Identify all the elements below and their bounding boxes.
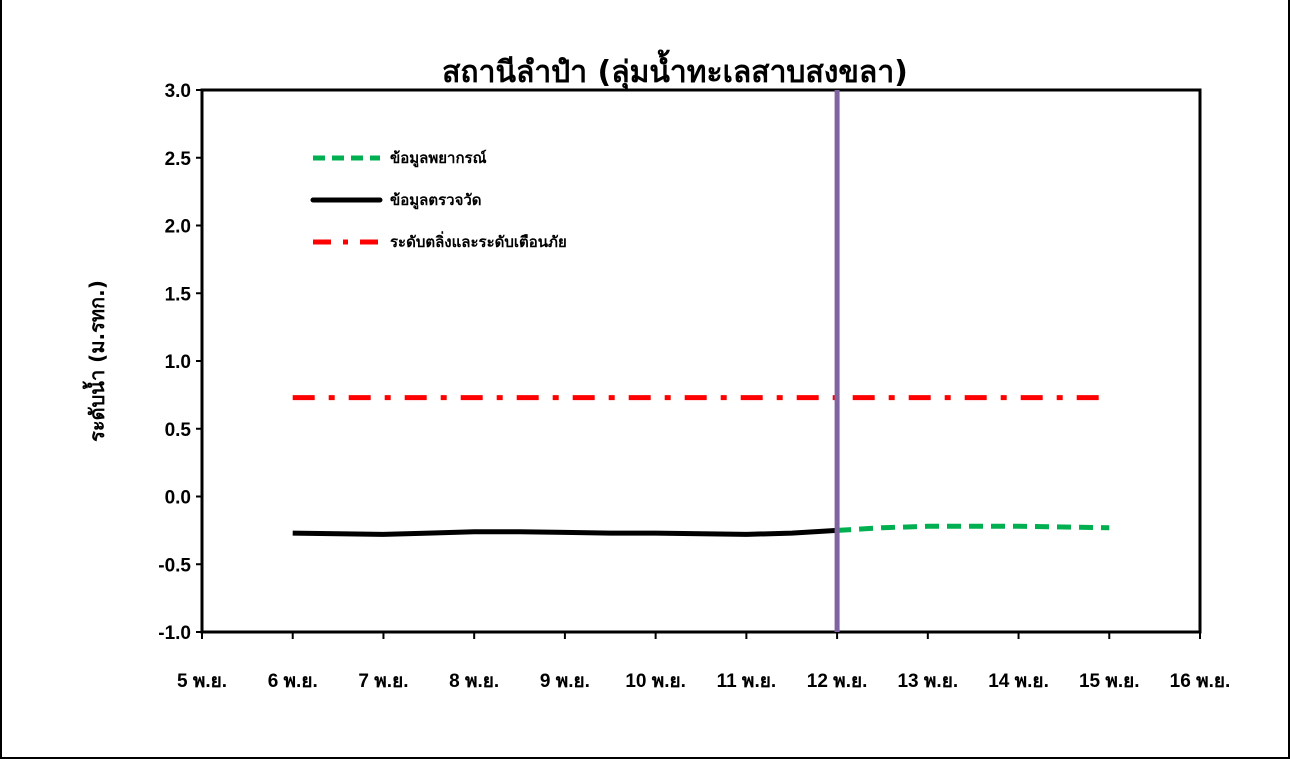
x-tick-label: 11 พ.ย. (717, 671, 777, 692)
y-tick-label: -0.5 (158, 555, 191, 576)
x-axis: 5 พ.ย. 6 พ.ย. 7 พ.ย. 8 พ.ย. 9 พ.ย. 10 พ.ย. 11 … (177, 632, 1230, 692)
x-tick-label: 5 พ.ย. (177, 671, 227, 692)
series-layer (292, 90, 1110, 632)
legend-item-observed: ข้อมูลตรวจวัด (310, 191, 482, 210)
x-tick-label: 12 พ.ย. (807, 671, 868, 692)
legend-label: ข้อมูลตรวจวัด (390, 191, 482, 210)
y-tick-label: -1.0 (158, 623, 191, 644)
x-tick-label: 6 พ.ย. (268, 671, 318, 692)
observed-series (292, 527, 838, 537)
y-tick-label: 1.0 (165, 352, 191, 373)
y-tick-label: 1.5 (165, 284, 192, 305)
plot-area (200, 88, 1202, 634)
x-tick-label: 10 พ.ย. (625, 671, 686, 692)
x-tick-label: 15 พ.ย. (1079, 671, 1140, 692)
y-axis: -1.0 -0.5 0.0 0.5 1.0 1.5 2.0 2.5 3.0 (158, 81, 202, 644)
x-tick-label: 16 พ.ย. (1170, 671, 1231, 692)
chart-title: สถานีลำปำ (ลุ่มน้ำทะเลสาบสงขลา) (442, 49, 908, 91)
legend: ข้อมูลพยากรณ์ข้อมูลตรวจวัดระดับตลิ่งและร… (310, 149, 567, 251)
legend-item-warning-level: ระดับตลิ่งและระดับเตือนภัย (313, 231, 567, 251)
legend-label: ข้อมูลพยากรณ์ (390, 149, 487, 168)
legend-label: ระดับตลิ่งและระดับเตือนภัย (390, 231, 567, 251)
y-tick-label: 2.5 (165, 149, 192, 170)
x-tick-label: 8 พ.ย. (449, 671, 499, 692)
y-axis-label: ระดับน้ำ (ม.รทก.) (82, 280, 109, 442)
x-tick-label: 7 พ.ย. (358, 671, 408, 692)
forecast-series (836, 523, 1110, 533)
y-tick-label: 2.0 (165, 217, 191, 238)
x-tick-label: 14 พ.ย. (988, 671, 1049, 692)
x-tick-label: 13 พ.ย. (897, 671, 958, 692)
y-tick-label: 0.5 (165, 420, 192, 441)
legend-item-forecast: ข้อมูลพยากรณ์ (313, 149, 487, 168)
x-tick-label: 9 พ.ย. (540, 671, 590, 692)
y-tick-label: 0.0 (165, 488, 191, 509)
y-tick-label: 3.0 (165, 81, 191, 102)
